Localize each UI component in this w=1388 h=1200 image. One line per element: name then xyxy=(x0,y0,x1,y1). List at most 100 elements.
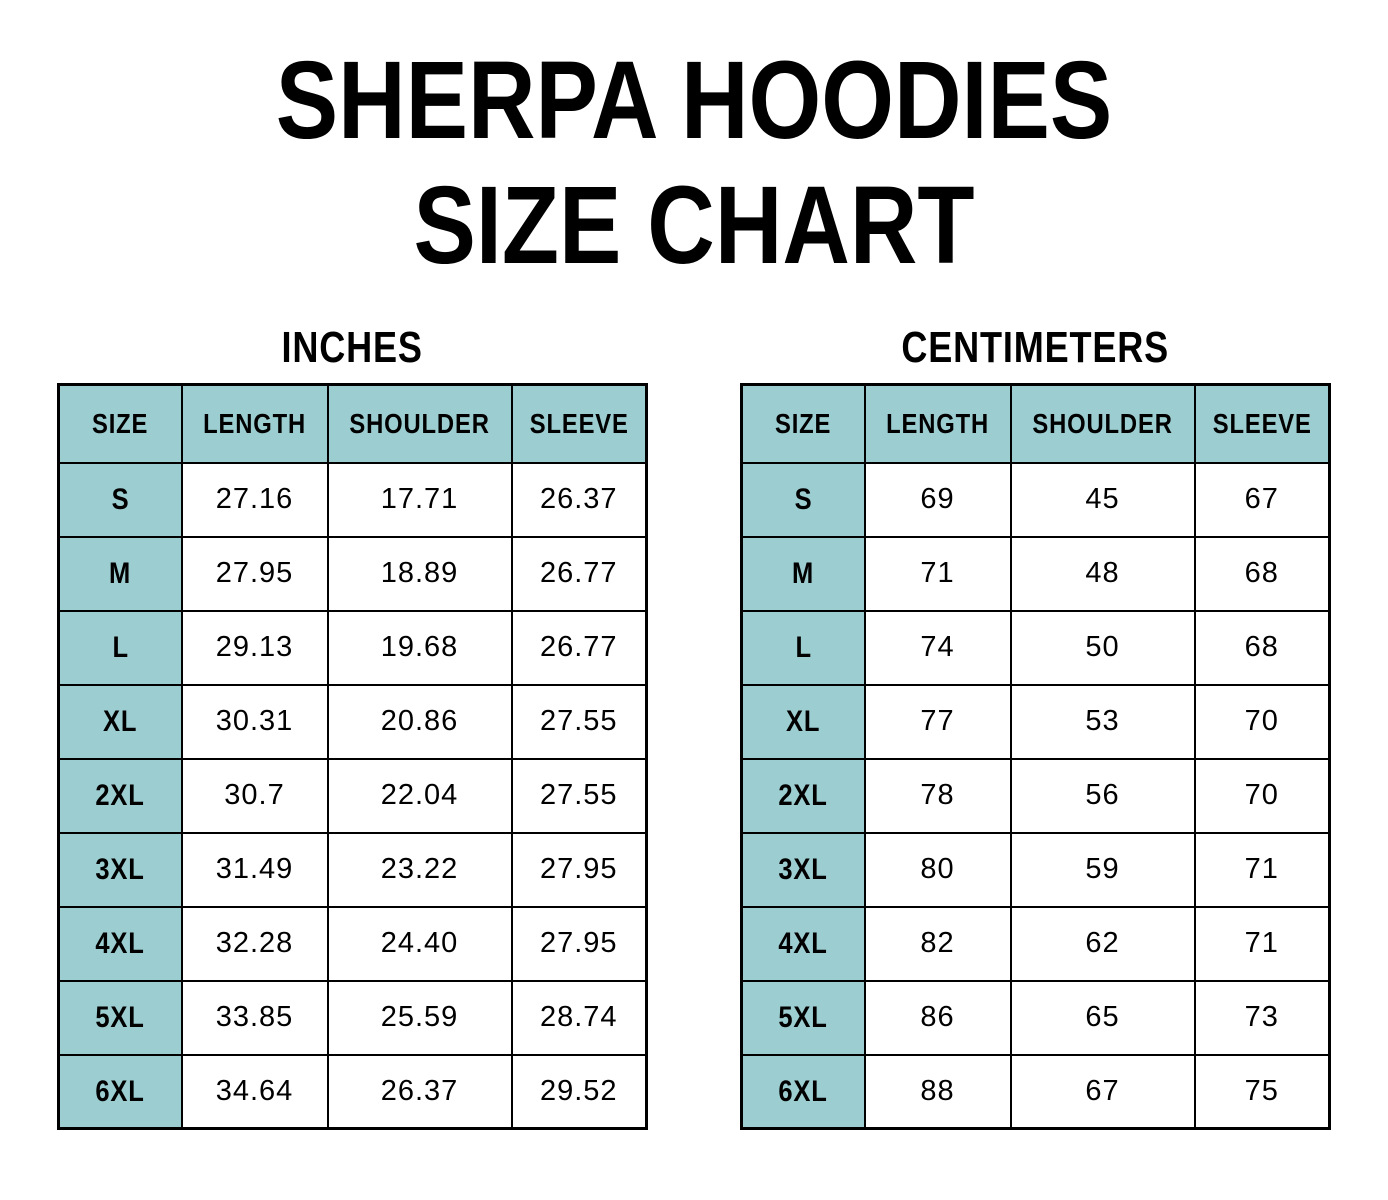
measurement-value-cell: 53 xyxy=(1009,683,1196,760)
table-row: 3XL 31.49 23.22 27.95 xyxy=(57,831,648,908)
measurement-value-cell: 26.77 xyxy=(510,535,648,612)
col-header-label: SHOULDER xyxy=(349,407,490,439)
measurement-value-cell: 18.89 xyxy=(326,535,513,612)
size-label-cell: 6XL xyxy=(740,1053,866,1130)
size-label-cell: M xyxy=(57,535,183,612)
size-label: 2XL xyxy=(778,778,828,812)
size-label: 3XL xyxy=(95,852,145,886)
col-header-label: SHOULDER xyxy=(1032,407,1173,439)
table-row: S 27.16 17.71 26.37 xyxy=(57,461,648,538)
table-row: M 27.95 18.89 26.77 xyxy=(57,535,648,612)
size-label-cell: 6XL xyxy=(57,1053,183,1130)
page-title-line1: SHERPA HOODIES xyxy=(275,39,1113,162)
measurement-value-cell: 31.49 xyxy=(180,831,329,908)
col-header-label: SLEEVE xyxy=(1212,407,1312,439)
inches-table: SIZE LENGTH SHOULDER SLEEVE S 27.16 17.71 2… xyxy=(57,382,648,1131)
page-title-line2: SIZE CHART xyxy=(413,164,975,288)
measurement-value-cell: 27.95 xyxy=(510,831,648,908)
measurement-value-cell: 27.95 xyxy=(180,535,329,612)
table-row: L 74 50 68 xyxy=(740,609,1331,686)
table-row: XL 30.31 20.86 27.55 xyxy=(57,683,648,760)
size-label-cell: M xyxy=(740,535,866,612)
table-row: 4XL 32.28 24.40 27.95 xyxy=(57,905,648,982)
measurement-value-cell: 70 xyxy=(1193,757,1331,834)
measurement-value-cell: 71 xyxy=(1193,831,1331,908)
table-row: 6XL 88 67 75 xyxy=(740,1053,1331,1130)
size-label-cell: 5XL xyxy=(57,979,183,1056)
size-label-cell: S xyxy=(57,461,183,538)
centimeters-col-header-sleeve: SLEEVE xyxy=(1193,383,1331,464)
measurement-value-cell: 26.37 xyxy=(510,461,648,538)
page-title: SHERPA HOODIES SIZE CHART xyxy=(104,0,1284,289)
measurement-value-cell: 75 xyxy=(1193,1053,1331,1130)
measurement-value-cell: 32.28 xyxy=(180,905,329,982)
size-label: 4XL xyxy=(778,926,828,960)
measurement-value-cell: 27.55 xyxy=(510,757,648,834)
centimeters-heading: CENTIMETERS xyxy=(901,322,1170,372)
inches-col-header-sleeve: SLEEVE xyxy=(510,383,648,464)
measurement-value-cell: 74 xyxy=(863,609,1012,686)
size-label: XL xyxy=(786,704,821,738)
size-label: 3XL xyxy=(778,852,828,886)
measurement-value-cell: 48 xyxy=(1009,535,1196,612)
measurement-value-cell: 28.74 xyxy=(510,979,648,1056)
inches-table-section: INCHES SIZE LENGTH SHOULDER SLEEVE S 27.1… xyxy=(57,323,648,1131)
measurement-value-cell: 30.31 xyxy=(180,683,329,760)
measurement-value-cell: 50 xyxy=(1009,609,1196,686)
table-row: 3XL 80 59 71 xyxy=(740,831,1331,908)
centimeters-table-section: CENTIMETERS SIZE LENGTH SHOULDER SLEEVE … xyxy=(740,323,1331,1131)
measurement-value-cell: 26.37 xyxy=(326,1053,513,1130)
size-label-cell: L xyxy=(57,609,183,686)
table-row: 5XL 33.85 25.59 28.74 xyxy=(57,979,648,1056)
col-header-label: LENGTH xyxy=(886,407,989,439)
measurement-value-cell: 71 xyxy=(863,535,1012,612)
table-row: 2XL 30.7 22.04 27.55 xyxy=(57,757,648,834)
measurement-value-cell: 34.64 xyxy=(180,1053,329,1130)
measurement-value-cell: 77 xyxy=(863,683,1012,760)
centimeters-table: SIZE LENGTH SHOULDER SLEEVE S 69 45 67 M 71 48… xyxy=(740,382,1331,1131)
measurement-value-cell: 27.95 xyxy=(510,905,648,982)
inches-header-row: SIZE LENGTH SHOULDER SLEEVE xyxy=(57,383,648,464)
measurement-value-cell: 26.77 xyxy=(510,609,648,686)
size-label: 4XL xyxy=(95,926,145,960)
table-row: M 71 48 68 xyxy=(740,535,1331,612)
measurement-value-cell: 27.16 xyxy=(180,461,329,538)
measurement-value-cell: 68 xyxy=(1193,535,1331,612)
measurement-value-cell: 59 xyxy=(1009,831,1196,908)
table-row: S 69 45 67 xyxy=(740,461,1331,538)
size-label: 6XL xyxy=(778,1074,828,1108)
measurement-value-cell: 65 xyxy=(1009,979,1196,1056)
measurement-value-cell: 73 xyxy=(1193,979,1331,1056)
size-label: S xyxy=(794,482,813,516)
measurement-value-cell: 29.13 xyxy=(180,609,329,686)
table-row: L 29.13 19.68 26.77 xyxy=(57,609,648,686)
measurement-value-cell: 45 xyxy=(1009,461,1196,538)
col-header-label: SIZE xyxy=(92,407,149,439)
centimeters-col-header-size: SIZE xyxy=(740,383,866,464)
inches-heading: INCHES xyxy=(281,322,424,372)
table-row: 2XL 78 56 70 xyxy=(740,757,1331,834)
measurement-value-cell: 17.71 xyxy=(326,461,513,538)
size-label-cell: 4XL xyxy=(740,905,866,982)
measurement-value-cell: 68 xyxy=(1193,609,1331,686)
measurement-value-cell: 78 xyxy=(863,757,1012,834)
size-label: 6XL xyxy=(95,1074,145,1108)
size-label-cell: 5XL xyxy=(740,979,866,1056)
size-label-cell: 2XL xyxy=(57,757,183,834)
size-label: S xyxy=(111,482,130,516)
size-label: M xyxy=(109,556,132,590)
measurement-value-cell: 30.7 xyxy=(180,757,329,834)
measurement-value-cell: 62 xyxy=(1009,905,1196,982)
inches-col-header-length: LENGTH xyxy=(180,383,329,464)
measurement-value-cell: 25.59 xyxy=(326,979,513,1056)
size-label-cell: 4XL xyxy=(57,905,183,982)
centimeters-col-header-shoulder: SHOULDER xyxy=(1009,383,1196,464)
table-row: 5XL 86 65 73 xyxy=(740,979,1331,1056)
measurement-value-cell: 20.86 xyxy=(326,683,513,760)
measurement-value-cell: 27.55 xyxy=(510,683,648,760)
size-label: XL xyxy=(103,704,138,738)
measurement-value-cell: 80 xyxy=(863,831,1012,908)
table-row: XL 77 53 70 xyxy=(740,683,1331,760)
inches-col-header-size: SIZE xyxy=(57,383,183,464)
